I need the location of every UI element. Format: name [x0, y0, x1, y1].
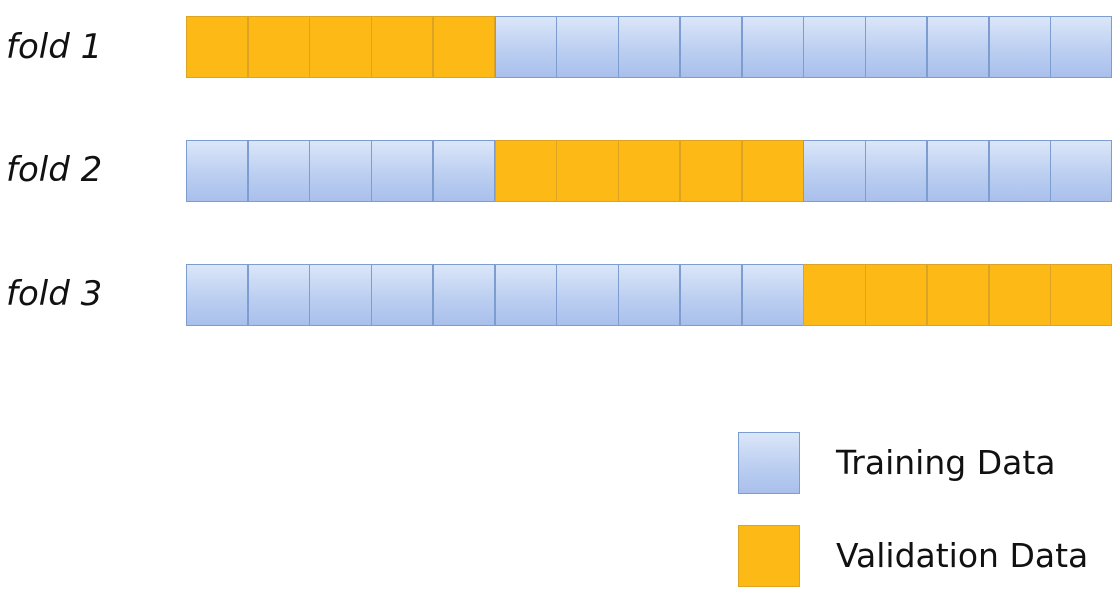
fold-1-cell-12-training [865, 16, 928, 78]
fold-2-cell-3-training [309, 140, 372, 202]
fold-1-label: fold 1 [6, 27, 103, 67]
fold-2-cell-14-training [988, 140, 1051, 202]
fold-2-cell-11-training [803, 140, 866, 202]
fold-1-cell-14-training [988, 16, 1051, 78]
fold-3-cell-4-training [371, 264, 434, 326]
fold-2-cell-10-validation [741, 140, 804, 202]
fold-2-cell-4-training [371, 140, 434, 202]
fold-2-cell-7-validation [556, 140, 619, 202]
fold-2-cell-5-training [432, 140, 496, 202]
fold-3-row [186, 264, 1113, 326]
legend-training-label: Training Data [836, 443, 1056, 482]
fold-1-cell-3-validation [309, 16, 372, 78]
fold-2-cell-2-training [247, 140, 310, 202]
fold-1-cell-7-training [556, 16, 619, 78]
fold-1-cell-2-validation [247, 16, 310, 78]
fold-3-cell-15-validation [1050, 264, 1113, 326]
fold-1-cell-9-training [679, 16, 743, 78]
fold-2-cell-9-validation [679, 140, 743, 202]
fold-3-cell-1-training [186, 264, 249, 326]
fold-2-cell-1-training [186, 140, 249, 202]
fold-1-cell-15-training [1050, 16, 1113, 78]
fold-1-cell-13-training [926, 16, 990, 78]
fold-1-cell-8-training [618, 16, 681, 78]
fold-1-cell-4-validation [371, 16, 434, 78]
fold-1-row [186, 16, 1113, 78]
fold-1-cell-5-validation [432, 16, 496, 78]
fold-3-cell-2-training [247, 264, 310, 326]
fold-3-cell-6-training [494, 264, 557, 326]
fold-1-cell-10-training [741, 16, 804, 78]
legend-training-swatch [738, 432, 800, 494]
fold-2-row [186, 140, 1113, 202]
fold-3-cell-9-training [679, 264, 743, 326]
fold-2-cell-12-training [865, 140, 928, 202]
legend-validation-label: Validation Data [836, 536, 1089, 575]
fold-3-cell-11-validation [803, 264, 866, 326]
fold-3-cell-13-validation [926, 264, 990, 326]
fold-2-cell-13-training [926, 140, 990, 202]
fold-1-cell-1-validation [186, 16, 249, 78]
fold-3-label: fold 3 [6, 274, 103, 314]
fold-1-cell-11-training [803, 16, 866, 78]
fold-3-cell-14-validation [988, 264, 1051, 326]
fold-1-cell-6-training [494, 16, 557, 78]
fold-3-cell-7-training [556, 264, 619, 326]
fold-3-cell-12-validation [865, 264, 928, 326]
legend-validation-swatch [738, 525, 800, 587]
fold-3-cell-3-training [309, 264, 372, 326]
fold-3-cell-8-training [618, 264, 681, 326]
fold-2-cell-15-training [1050, 140, 1113, 202]
fold-3-cell-5-training [432, 264, 496, 326]
fold-2-label: fold 2 [6, 150, 103, 190]
fold-2-cell-6-validation [494, 140, 557, 202]
fold-2-cell-8-validation [618, 140, 681, 202]
fold-3-cell-10-training [741, 264, 804, 326]
